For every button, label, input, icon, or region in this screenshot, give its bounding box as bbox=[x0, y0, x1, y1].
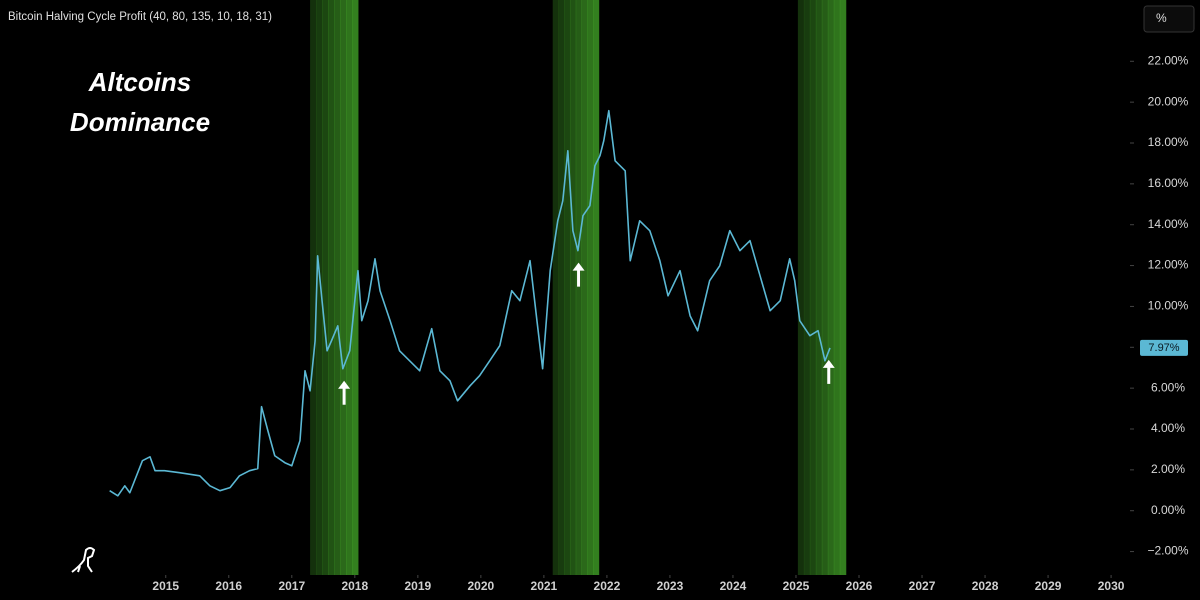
logo bbox=[71, 547, 96, 573]
band-stripe bbox=[351, 0, 359, 575]
x-tick-label: 2015 bbox=[152, 579, 179, 593]
arrow bbox=[822, 359, 835, 384]
band-stripe bbox=[345, 0, 353, 575]
band-stripe bbox=[815, 0, 823, 575]
y-tick-label: 2.00% bbox=[1151, 462, 1185, 476]
band-stripe bbox=[833, 0, 841, 575]
y-tick-label: 18.00% bbox=[1148, 135, 1189, 149]
current-value-box bbox=[1140, 339, 1188, 356]
x-tick-label: 2025 bbox=[783, 579, 810, 593]
x-tick-label: 2021 bbox=[531, 579, 558, 593]
band-stripe bbox=[564, 0, 571, 575]
band-stripe bbox=[581, 0, 588, 575]
band-stripe bbox=[558, 0, 565, 575]
band-stripe bbox=[797, 0, 805, 575]
band-stripe bbox=[310, 0, 317, 575]
y-tick-label: 16.00% bbox=[1148, 176, 1189, 190]
x-tick-label: 2019 bbox=[404, 579, 431, 593]
band-stripe bbox=[552, 0, 559, 575]
band-stripe bbox=[575, 0, 582, 575]
band-stripe bbox=[340, 0, 347, 575]
unit-button[interactable] bbox=[1143, 5, 1195, 33]
indicator-title: Bitcoin Halving Cycle Profit (40, 80, 13… bbox=[8, 11, 272, 23]
annotation: Dominance bbox=[70, 107, 210, 137]
band-stripe bbox=[587, 0, 594, 575]
arrow bbox=[572, 262, 585, 287]
arrow-head bbox=[338, 380, 351, 389]
band-stripe bbox=[328, 0, 335, 575]
x-tick-label: 2024 bbox=[720, 579, 747, 593]
band-stripe bbox=[839, 0, 847, 575]
annotation: Altcoins bbox=[88, 67, 192, 97]
band-stripe bbox=[803, 0, 811, 575]
x-tick-label: 2018 bbox=[341, 579, 368, 593]
y-tick-label: 22.00% bbox=[1148, 53, 1189, 67]
band-stripe bbox=[821, 0, 829, 575]
band-stripe bbox=[827, 0, 835, 575]
x-tick-label: 2023 bbox=[657, 579, 684, 593]
y-tick-label: 4.00% bbox=[1151, 421, 1185, 435]
band-stripe bbox=[809, 0, 817, 575]
band-stripe bbox=[316, 0, 323, 575]
y-tick-label: 14.00% bbox=[1148, 217, 1189, 231]
data-line bbox=[109, 109, 831, 497]
x-tick-label: 2016 bbox=[215, 579, 242, 593]
x-tick-label: 2022 bbox=[594, 579, 621, 593]
y-tick-label: −2.00% bbox=[1147, 544, 1188, 558]
y-tick-label: 12.00% bbox=[1148, 258, 1189, 272]
band-stripe bbox=[322, 0, 329, 575]
arrow bbox=[338, 380, 351, 405]
band-stripe bbox=[334, 0, 341, 575]
current-value-label: 7.97% bbox=[1148, 342, 1179, 354]
x-tick-label: 2026 bbox=[846, 579, 873, 593]
x-tick-label: 2028 bbox=[972, 579, 999, 593]
band-stripe bbox=[592, 0, 600, 575]
x-tick-label: 2020 bbox=[468, 579, 495, 593]
arrow-head bbox=[572, 262, 585, 271]
x-tick-label: 2017 bbox=[278, 579, 305, 593]
unit-button-label[interactable]: % bbox=[1156, 11, 1167, 25]
x-tick-label: 2030 bbox=[1098, 579, 1125, 593]
band-stripe bbox=[569, 0, 577, 575]
arrow-head bbox=[822, 359, 835, 368]
x-tick-label: 2027 bbox=[909, 579, 936, 593]
y-tick-label: 0.00% bbox=[1151, 503, 1185, 517]
y-tick-label: 6.00% bbox=[1151, 380, 1185, 394]
x-tick-label: 2029 bbox=[1035, 579, 1062, 593]
y-tick-label: 10.00% bbox=[1148, 299, 1189, 313]
y-tick-label: 20.00% bbox=[1148, 94, 1189, 108]
